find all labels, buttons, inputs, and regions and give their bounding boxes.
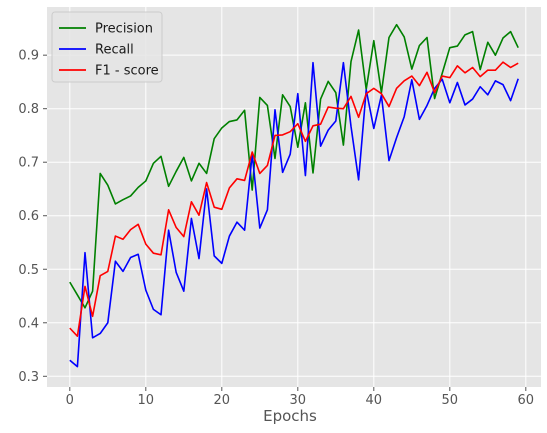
- y-tick-label: 0.3: [18, 370, 39, 385]
- legend-label-precision: Precision: [95, 22, 153, 37]
- series-layer: [69, 23, 519, 368]
- x-tick-label: 20: [214, 393, 231, 408]
- y-tick-label: 0.4: [18, 316, 39, 331]
- x-tick-label: 0: [66, 393, 74, 408]
- x-tick-label: 30: [290, 393, 307, 408]
- y-tick-label: 0.5: [18, 263, 39, 278]
- x-tick-label: 10: [138, 393, 155, 408]
- legend-label-f1-score: F1 - score: [95, 64, 159, 79]
- x-tick-label: 40: [366, 393, 383, 408]
- axis-ticks: 0 10 20 30 40 50 60 0.3 0.4 0.5 0.6 0.7 0.8 0.9: [18, 49, 534, 408]
- x-tick-label: 50: [442, 393, 459, 408]
- legend-label-recall: Recall: [95, 43, 134, 58]
- y-tick-label: 0.9: [18, 49, 39, 64]
- legend-box: [51, 11, 163, 83]
- series-line-f1-score: [69, 61, 519, 337]
- y-tick-label: 0.8: [18, 102, 39, 117]
- y-tick-label: 0.6: [18, 209, 39, 224]
- grid: [47, 7, 541, 387]
- y-tick-label: 0.7: [18, 156, 39, 171]
- x-axis-label: Epochs: [263, 407, 317, 425]
- series-line-recall: [69, 61, 519, 368]
- x-tick-label: 60: [518, 393, 535, 408]
- legend: Precision Recall F1 - score: [51, 11, 163, 83]
